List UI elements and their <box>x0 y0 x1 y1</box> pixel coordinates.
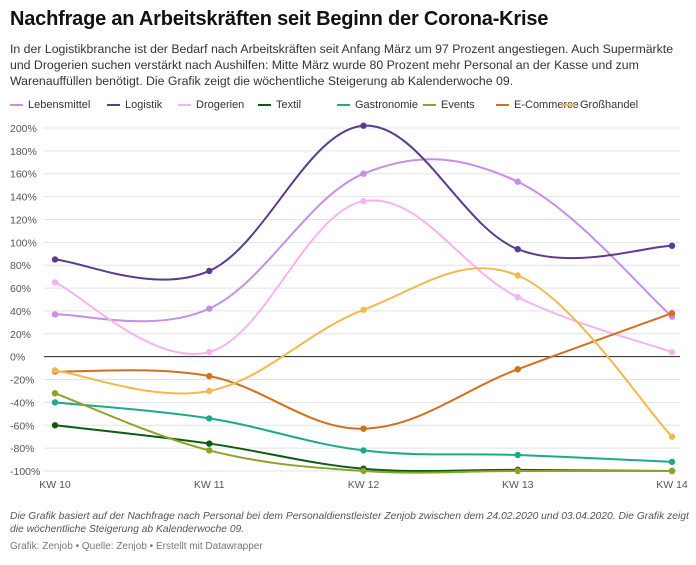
y-tick-label: -60% <box>10 420 35 432</box>
data-point <box>206 440 213 447</box>
legend-label: E-Commerce <box>514 99 579 111</box>
data-point <box>51 367 59 374</box>
data-point <box>51 279 59 286</box>
data-point <box>51 422 59 429</box>
y-tick-label: 20% <box>10 329 31 341</box>
legend-item: Textil <box>258 99 301 111</box>
y-tick-label: -80% <box>10 443 35 455</box>
legend-item: Logistik <box>107 99 162 111</box>
data-point <box>206 387 213 395</box>
y-tick-label: 100% <box>10 237 37 249</box>
legend-label: Events <box>441 99 475 111</box>
line-chart: 200% 180% 160% 140% 120% 100% 80% 60% 40% 20% 0% -2… <box>10 122 688 491</box>
legend-swatch <box>562 104 575 106</box>
data-point <box>668 242 676 249</box>
data-point <box>360 197 367 205</box>
data-point <box>668 310 676 317</box>
data-point <box>51 399 59 406</box>
data-point <box>51 390 59 397</box>
y-tick-label: 0% <box>10 352 25 364</box>
legend-swatch <box>423 104 436 106</box>
data-point <box>668 458 676 466</box>
data-point <box>668 348 676 356</box>
y-tick-label: 180% <box>10 146 37 158</box>
legend-label: Textil <box>276 99 302 111</box>
data-point <box>514 451 521 459</box>
legend-item: Lebensmittel <box>10 99 90 111</box>
data-point <box>360 447 367 454</box>
data-point <box>514 294 521 301</box>
data-point <box>514 467 521 475</box>
legend-item: Gastronomie <box>337 99 418 111</box>
chart-subtitle: In der Logistikbranche ist der Bedarf na… <box>10 42 674 88</box>
y-tick-label: 80% <box>10 260 31 272</box>
legend-label: Logistik <box>125 99 163 111</box>
data-point <box>206 372 213 380</box>
data-point <box>514 366 521 373</box>
data-point <box>206 305 213 312</box>
data-point <box>360 306 367 313</box>
legend-label: Gastronomie <box>355 99 418 111</box>
series-line <box>54 392 672 474</box>
legend-item: Großhandel <box>562 99 638 111</box>
y-tick-label: 60% <box>10 283 31 295</box>
data-point <box>206 348 213 356</box>
y-tick-label: 120% <box>10 214 37 226</box>
legend-swatch <box>496 104 509 106</box>
y-tick-label: 160% <box>10 169 37 181</box>
x-tick-label: KW 10 <box>39 479 71 491</box>
x-tick-label: KW 11 <box>194 479 225 491</box>
data-point <box>668 467 676 475</box>
data-point <box>360 170 367 177</box>
x-tick-label: KW 14 <box>656 479 688 491</box>
legend-swatch <box>107 104 120 106</box>
series-line <box>54 158 673 323</box>
x-tick-label: KW 13 <box>502 479 534 491</box>
data-point <box>360 425 367 432</box>
chart-notes: Die Grafik basiert auf der Nachfrage nac… <box>10 511 689 535</box>
data-point <box>51 256 59 263</box>
data-point <box>206 447 213 454</box>
chart-footer: Grafik: Zenjob • Quelle: Zenjob • Erstel… <box>10 541 263 552</box>
chart-legend: Lebensmittel Logistik Drogerien Textil Gastr… <box>10 99 690 115</box>
series-line <box>54 199 673 355</box>
chart-title: Nachfrage an Arbeitskräften seit Beginn … <box>10 8 549 30</box>
legend-swatch <box>337 104 350 106</box>
x-tick-label: KW 12 <box>348 479 380 491</box>
y-tick-label: 40% <box>10 306 31 318</box>
data-point <box>514 272 521 279</box>
data-point <box>206 415 213 422</box>
series-line <box>54 267 673 438</box>
legend-item: Drogerien <box>178 99 244 111</box>
data-point <box>51 311 59 318</box>
y-tick-label: 140% <box>10 192 37 204</box>
y-tick-label: -20% <box>10 375 35 387</box>
y-tick-label: -100% <box>10 466 40 478</box>
legend-label: Drogerien <box>196 99 245 111</box>
data-point <box>360 467 367 475</box>
data-point <box>360 122 367 129</box>
legend-swatch <box>10 104 23 106</box>
legend-label: Großhandel <box>580 99 639 111</box>
legend-item: Events <box>423 99 475 111</box>
data-point <box>514 245 521 253</box>
y-tick-label: -40% <box>10 397 35 409</box>
data-point <box>668 433 676 440</box>
legend-item: E-Commerce <box>496 99 579 111</box>
legend-swatch <box>178 104 191 106</box>
legend-swatch <box>258 104 271 106</box>
data-point <box>206 267 213 275</box>
legend-label: Lebensmittel <box>28 99 91 111</box>
data-point <box>514 178 521 185</box>
y-tick-label: 200% <box>10 123 37 135</box>
